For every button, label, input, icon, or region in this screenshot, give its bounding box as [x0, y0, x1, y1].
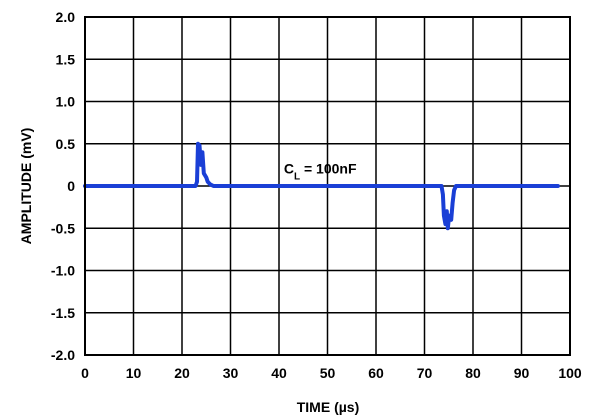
x-tick-label: 30 [223, 365, 239, 381]
x-tick-label: 50 [320, 365, 336, 381]
x-tick-labels: 0 10 20 30 40 50 60 70 80 90 100 [81, 365, 582, 381]
y-tick-label: 0 [67, 178, 75, 194]
x-tick-label: 20 [174, 365, 190, 381]
x-tick-label: 0 [81, 365, 89, 381]
y-tick-label: -1.5 [51, 305, 75, 321]
y-tick-label: -0.5 [51, 220, 75, 236]
x-tick-label: 60 [368, 365, 384, 381]
y-tick-label: -1.0 [51, 263, 75, 279]
x-tick-label: 80 [465, 365, 481, 381]
annotation-prefix: C [284, 160, 294, 176]
plot-frame [84, 16, 571, 356]
y-tick-label: 2.0 [56, 9, 76, 25]
plot-border [84, 16, 571, 356]
y-tick-label: -2.0 [51, 347, 75, 363]
x-axis-label: TIME (µs) [297, 399, 360, 415]
annotation-suffix: = 100nF [300, 160, 357, 176]
series-line-0 [83, 141, 560, 231]
annotation-subscript: L [294, 171, 300, 182]
series-layer [83, 141, 560, 231]
capacitance-annotation: CL = 100nF [284, 160, 357, 182]
y-tick-label: 1.5 [56, 51, 76, 67]
y-tick-label: 1.0 [56, 94, 76, 110]
y-tick-labels: 2.0 1.5 1.0 0.5 0 -0.5 -1.0 -1.5 -2.0 [51, 9, 75, 363]
x-tick-label: 70 [417, 365, 433, 381]
y-tick-label: 0.5 [56, 136, 76, 152]
x-tick-label: 100 [558, 365, 582, 381]
y-axis-label: AMPLITUDE (mV) [18, 128, 34, 245]
x-tick-label: 40 [271, 365, 287, 381]
x-tick-label: 90 [514, 365, 530, 381]
x-tick-label: 10 [126, 365, 142, 381]
